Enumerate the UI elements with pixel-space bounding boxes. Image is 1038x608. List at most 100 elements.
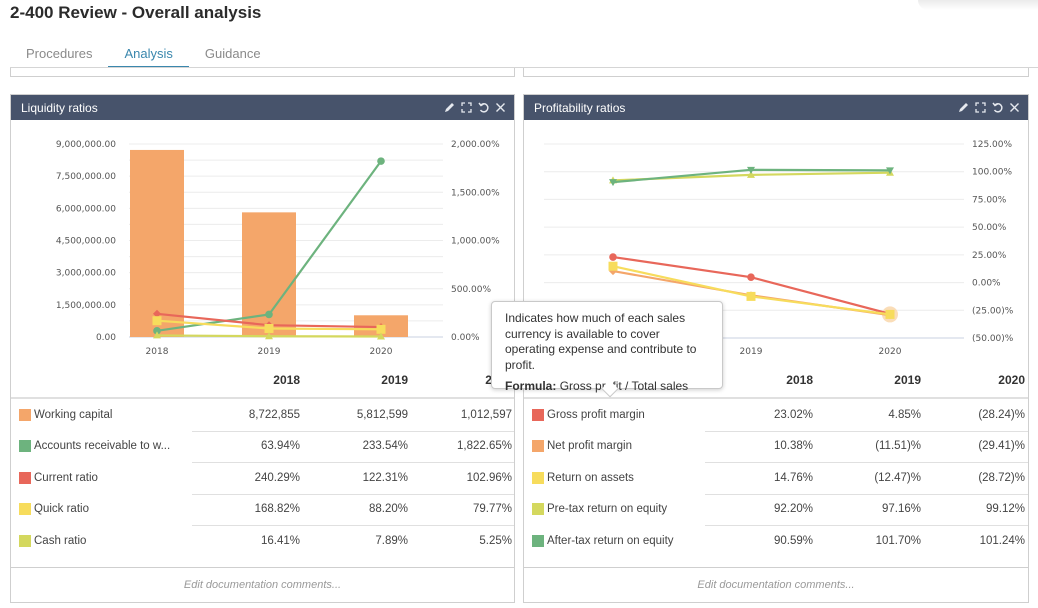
tab-bar: Procedures Analysis Guidance — [10, 40, 277, 68]
ratio-value: 97.16% — [881, 503, 921, 516]
data-point — [885, 309, 895, 319]
tab-analysis[interactable]: Analysis — [108, 40, 189, 68]
expand-icon[interactable] — [975, 102, 986, 113]
year-header: 2019 — [894, 373, 921, 387]
data-point — [747, 166, 755, 174]
ratio-value: (11.51)% — [875, 440, 921, 453]
data-point — [152, 316, 162, 326]
data-point — [747, 273, 755, 281]
profitability-table: 2018 2019 2020 Gross profit margin 23.02%… — [524, 363, 1028, 557]
ratio-label: Quick ratio — [34, 503, 89, 516]
y-right-tick-label: (25.00)% — [972, 306, 1014, 316]
y-left-tick-label: 9,000,000.00 — [56, 140, 116, 150]
previous-panel-left-edge — [10, 68, 515, 77]
expand-icon[interactable] — [461, 102, 472, 113]
data-point — [377, 157, 385, 165]
ratio-value: 240.29% — [254, 471, 300, 484]
table-header: 2018 2019 2020 — [524, 363, 1028, 399]
edit-comments-field[interactable]: Edit documentation comments... — [524, 567, 1028, 602]
y-left-tick-label: 0.00 — [96, 333, 116, 343]
series-color-swatch — [532, 534, 544, 547]
data-point — [153, 309, 161, 318]
ratio-label: Pre-tax return on equity — [547, 503, 668, 516]
tab-procedures[interactable]: Procedures — [26, 46, 93, 61]
ratio-value: 102.96% — [466, 471, 512, 484]
ratio-value: (28.24)% — [978, 408, 1025, 421]
panel-header: Liquidity ratios — [11, 95, 514, 120]
ratio-tooltip: Indicates how much of each sales currenc… — [491, 301, 723, 398]
undo-icon[interactable] — [478, 102, 489, 113]
ratio-value: 63.94% — [260, 440, 300, 453]
pencil-icon[interactable] — [958, 102, 969, 113]
ratio-name[interactable]: Cash ratio — [11, 534, 192, 547]
data-point — [153, 331, 161, 339]
y-right-tick-label: 25.00% — [972, 251, 1007, 261]
data-point — [376, 324, 386, 334]
previous-panel-right-edge — [523, 68, 1029, 77]
ratio-value: (29.41)% — [978, 440, 1025, 453]
ratio-name[interactable]: After-tax return on equity — [524, 534, 705, 547]
series-color-swatch — [532, 471, 544, 484]
ratio-value: 122.31% — [362, 471, 408, 484]
ratio-value: 7.89% — [375, 534, 408, 547]
series-color-swatch — [532, 503, 544, 516]
y-left-tick-label: 4,500,000.00 — [56, 237, 116, 247]
table-row: Gross profit margin 23.02% 4.85% (28.24)% — [524, 399, 1028, 431]
ratio-label: Net profit margin — [547, 440, 633, 453]
y-right-tick-label: 1,500.00% — [451, 188, 500, 198]
ratio-value: (12.47)% — [874, 471, 921, 484]
data-point — [265, 332, 273, 340]
close-icon[interactable] — [1009, 102, 1020, 113]
ratio-value: 10.38% — [773, 440, 813, 453]
ratio-value: 233.54% — [362, 440, 408, 453]
tooltip-formula-label: Formula: — [505, 379, 557, 393]
ratio-label: Return on assets — [547, 471, 634, 484]
data-point — [264, 323, 274, 333]
ratio-name[interactable]: Current ratio — [11, 471, 192, 484]
table-row: After-tax return on equity 90.59% 101.70% 1… — [524, 525, 1028, 557]
ratio-value: 168.82% — [254, 503, 300, 516]
pencil-icon[interactable] — [444, 102, 455, 113]
y-left-tick-label: 1,500,000.00 — [56, 301, 116, 311]
tab-guidance[interactable]: Guidance — [204, 46, 261, 61]
ratio-value: 1,012,597 — [460, 408, 512, 421]
ratio-value: 1,822.65% — [457, 440, 512, 453]
ratio-value: 5,812,599 — [356, 408, 408, 421]
tabs-divider — [10, 67, 1038, 68]
close-icon[interactable] — [495, 102, 506, 113]
ratio-name[interactable]: Accounts receivable to w... — [11, 440, 192, 453]
data-point — [886, 167, 894, 175]
tooltip-formula: Formula: Gross profit / Total sales — [505, 379, 709, 395]
data-point — [747, 170, 755, 178]
y-left-tick-label: 3,000,000.00 — [56, 269, 116, 279]
y-left-tick-label: 6,000,000.00 — [56, 204, 116, 214]
ratio-name[interactable]: Gross profit margin — [524, 408, 705, 421]
ratio-value: 90.59% — [773, 534, 813, 547]
table-row: Quick ratio 168.82% 88.20% 79.77% — [11, 493, 514, 526]
ratio-value: 88.20% — [368, 503, 408, 516]
edit-comments-field[interactable]: Edit documentation comments... — [11, 567, 514, 602]
series-color-swatch — [532, 408, 544, 421]
ratio-name[interactable]: Return on assets — [524, 471, 705, 484]
ratio-name[interactable]: Quick ratio — [11, 503, 192, 516]
ratio-value: 14.76% — [773, 471, 813, 484]
y-right-tick-label: 500.00% — [451, 285, 491, 295]
year-header: 2018 — [786, 373, 813, 387]
data-point — [377, 332, 385, 340]
ratio-name[interactable]: Pre-tax return on equity — [524, 503, 705, 516]
data-point — [746, 291, 756, 301]
panel-title: Profitability ratios — [534, 100, 626, 115]
y-right-tick-label: 50.00% — [972, 223, 1007, 233]
ratio-name[interactable]: Working capital — [11, 408, 192, 421]
series-color-swatch — [19, 471, 31, 484]
series-color-swatch — [532, 440, 544, 453]
x-tick-label: 2018 — [146, 347, 169, 357]
undo-icon[interactable] — [992, 102, 1003, 113]
ratio-value: 99.12% — [985, 503, 1025, 516]
ratio-value: 4.85% — [888, 408, 921, 421]
ratio-name[interactable]: Net profit margin — [524, 440, 705, 453]
y-left-tick-label: 7,500,000.00 — [56, 172, 116, 182]
data-point — [153, 327, 161, 335]
table-row: Return on assets 14.76% (12.47)% (28.72)% — [524, 462, 1028, 494]
y-right-tick-label: 1,000.00% — [451, 237, 500, 247]
